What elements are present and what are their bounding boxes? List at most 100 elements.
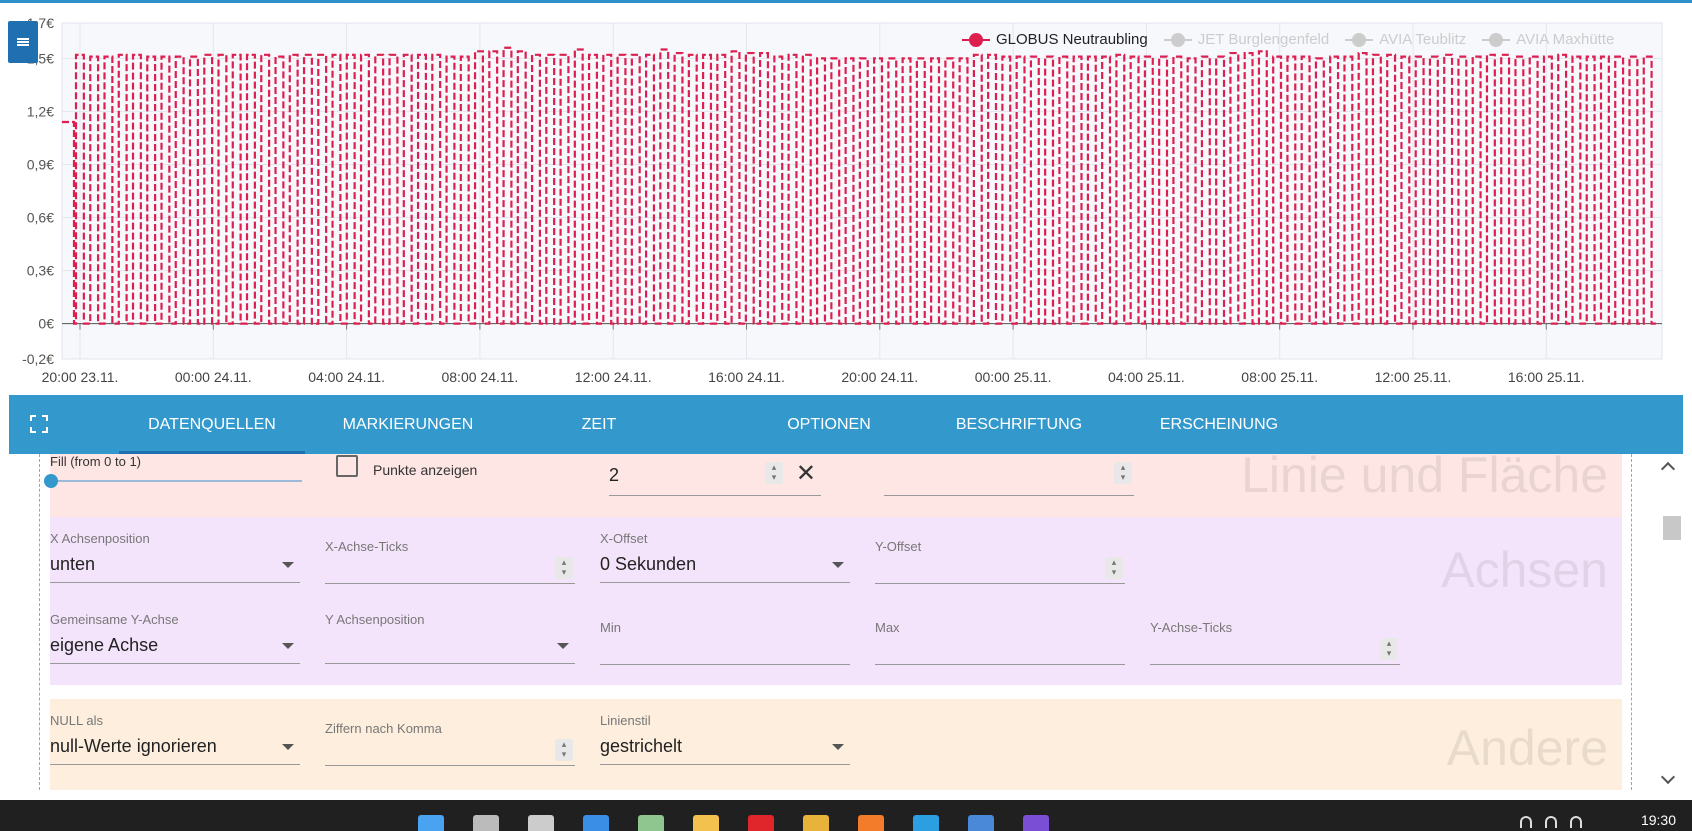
mail-icon[interactable] [968, 815, 994, 831]
firefox-icon[interactable] [858, 815, 884, 831]
x-tick-label: 04:00 25.11. [1108, 369, 1185, 385]
x-tick-label: 00:00 24.11. [175, 369, 252, 385]
points-label: Punkte anzeigen [373, 462, 478, 478]
tab-erscheinung[interactable]: ERSCHEINUNG [1159, 416, 1279, 433]
section-title-linie: Linie und Fläche [1241, 454, 1608, 503]
hamburger-icon [17, 38, 29, 46]
x-tick-label: 12:00 25.11. [1375, 369, 1452, 385]
y-offset-stepper[interactable]: ▴ ▾ [1105, 557, 1123, 579]
fill-slider-field: Fill (from 0 to 1) [44, 454, 302, 514]
legend-item[interactable]: AVIA Maxhütte [1482, 31, 1614, 48]
y-tick-label: 1,2€ [27, 103, 54, 119]
line-width-input[interactable]: 2 ▴ ▾ ✕ [609, 454, 821, 496]
window-top-border [0, 0, 1692, 3]
taskbar-clock[interactable]: 19:30 [1640, 812, 1676, 828]
menu-button[interactable] [8, 21, 38, 63]
chart-area: -0,2€ 0€ 0,3€ 0,6€ 0,9€ 1,2€ 1,5€ 1,7€ 20:00 23.… [0, 3, 1692, 390]
y-min-input[interactable]: Min [600, 620, 850, 672]
section-title-andere: Andere [1446, 720, 1608, 776]
points-checkbox[interactable] [336, 455, 358, 477]
chevron-down-icon [557, 643, 569, 649]
x-axis-position-value: unten [50, 554, 96, 574]
x-tick-label: 08:00 25.11. [1241, 369, 1318, 385]
file-explorer-icon[interactable] [693, 815, 719, 831]
legend-item[interactable]: JET Burglengenfeld [1163, 31, 1330, 48]
y-axis-position-select[interactable]: Y Achsenposition [325, 612, 575, 664]
y-tick-label: 0,9€ [27, 156, 54, 172]
tab-optionen[interactable]: OPTIONEN [787, 416, 871, 433]
panel-scrollbar[interactable] [1657, 454, 1681, 790]
legend-label: JET Burglengenfeld [1197, 31, 1330, 48]
task-view-icon[interactable] [528, 815, 554, 831]
battery-icon[interactable] [1570, 816, 1582, 828]
tab-zeit[interactable]: ZEIT [581, 416, 617, 433]
fill-slider-track[interactable] [50, 480, 302, 482]
edge-icon[interactable] [913, 815, 939, 831]
price-line-chart: -0,2€0€0,3€0,6€0,9€1,2€1,5€1,7€20:00 23.… [22, 15, 1663, 385]
legend-label: GLOBUS Neutraubling [996, 31, 1148, 48]
legend-item[interactable]: AVIA Teublitz [1345, 31, 1466, 48]
legend-label: AVIA Maxhütte [1516, 31, 1615, 48]
chevron-down-icon [282, 643, 294, 649]
x-axis-position-select[interactable]: X Achsenposition unten [50, 531, 300, 583]
line-style-label: Linienstil [600, 713, 651, 728]
y-max-input[interactable]: Max [875, 620, 1125, 672]
opera-icon[interactable] [748, 815, 774, 831]
null-as-select[interactable]: NULL als null-Werte ignorieren [50, 713, 300, 765]
y-axis-position-label: Y Achsenposition [325, 612, 425, 627]
legend-marker-icon [962, 32, 990, 47]
chevron-down-icon [282, 744, 294, 750]
tab-beschriftung[interactable]: BESCHRIFTUNG [955, 416, 1083, 433]
line-width-stepper[interactable]: ▴ ▾ [765, 462, 783, 484]
line-style-value: gestrichelt [600, 736, 683, 756]
app-icon[interactable] [1023, 815, 1049, 831]
chrome-icon[interactable] [803, 815, 829, 831]
y-tick-label: 0,6€ [27, 210, 54, 226]
search-icon[interactable] [473, 815, 499, 831]
wifi-icon[interactable] [1520, 816, 1532, 828]
section-achsen: Achsen X Achsenposition unten X-Achse-Ti… [50, 517, 1622, 685]
x-tick-label: 08:00 24.11. [441, 369, 518, 385]
windows-taskbar: 19:30 [0, 800, 1692, 831]
scrollbar-thumb[interactable] [1663, 516, 1681, 540]
y-axis-ticks-label: Y-Achse-Ticks [1150, 620, 1233, 635]
line-style-select[interactable]: Linienstil gestrichelt [600, 713, 850, 765]
y-tick-label: 0€ [38, 316, 54, 332]
chevron-down-icon [282, 562, 294, 568]
x-offset-select[interactable]: X-Offset 0 Sekunden [600, 531, 850, 583]
x-axis-ticks-input[interactable]: X-Achse-Ticks ▴ ▾ [325, 539, 575, 591]
y-axis-ticks-input[interactable]: Y-Achse-Ticks ▴ ▾ [1150, 620, 1400, 672]
y-max-label: Max [875, 620, 900, 635]
y-offset-input[interactable]: Y-Offset ▴ ▾ [875, 539, 1125, 591]
clear-icon[interactable]: ✕ [795, 460, 816, 487]
tab-markierungen[interactable]: MARKIERUNGEN [342, 416, 474, 433]
scroll-down-icon[interactable] [1660, 769, 1676, 785]
legend-item[interactable]: GLOBUS Neutraubling [962, 31, 1148, 48]
x-tick-label: 20:00 24.11. [841, 369, 918, 385]
windows-start-icon[interactable] [418, 815, 444, 831]
line-option-input[interactable]: ▴ ▾ [884, 454, 1134, 496]
fullscreen-icon[interactable] [30, 415, 48, 433]
null-as-label: NULL als [50, 713, 103, 728]
section-andere: Andere NULL als null-Werte ignorieren Zi… [50, 699, 1622, 790]
line-option-stepper[interactable]: ▴ ▾ [1114, 462, 1132, 484]
widgets-icon[interactable] [583, 815, 609, 831]
section-linie-und-flaeche: Linie und Fläche Fill (from 0 to 1) Punk… [44, 454, 1622, 517]
digits-after-comma-input[interactable]: Ziffern nach Komma ▴ ▾ [325, 721, 575, 773]
plot-background [61, 22, 1663, 360]
x-tick-label: 12:00 24.11. [575, 369, 652, 385]
chart-legend: GLOBUS Neutraubling JET Burglengenfeld AVI… [962, 31, 1614, 48]
scroll-up-icon[interactable] [1660, 461, 1676, 477]
line-width-value: 2 [609, 465, 620, 485]
volume-icon[interactable] [1545, 816, 1557, 828]
y-axis-ticks-stepper[interactable]: ▴ ▾ [1380, 638, 1398, 660]
digits-after-comma-stepper[interactable]: ▴ ▾ [555, 739, 573, 761]
notepad-icon[interactable] [638, 815, 664, 831]
shared-y-axis-select[interactable]: Gemeinsame Y-Achse eigene Achse [50, 612, 300, 664]
x-tick-label: 20:00 23.11. [42, 369, 119, 385]
fill-slider-thumb[interactable] [44, 474, 58, 488]
x-offset-value: 0 Sekunden [600, 554, 697, 574]
legend-marker-icon [1345, 32, 1374, 47]
tab-datenquellen[interactable]: DATENQUELLEN [119, 395, 305, 454]
x-axis-ticks-stepper[interactable]: ▴ ▾ [555, 557, 573, 579]
